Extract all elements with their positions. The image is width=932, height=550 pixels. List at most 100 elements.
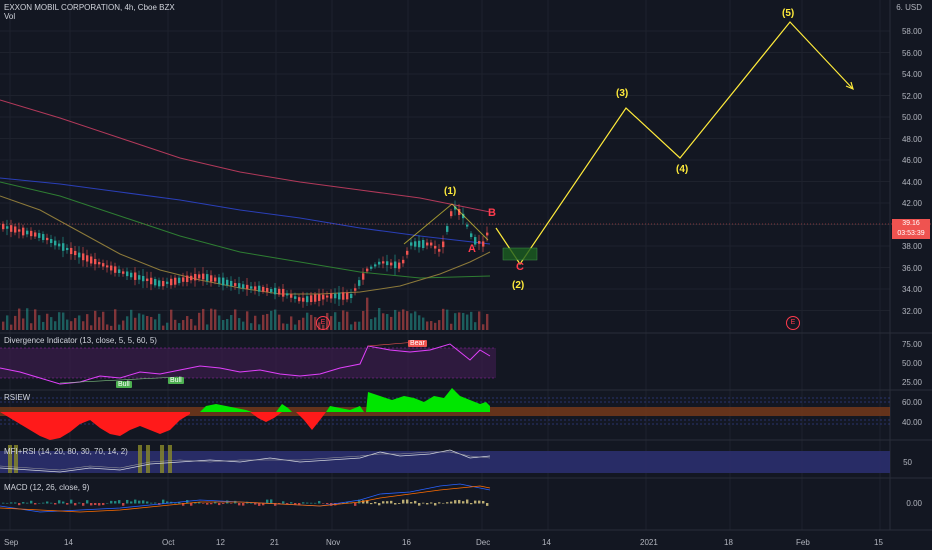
macd-bar bbox=[242, 503, 245, 506]
volume-bar bbox=[466, 314, 469, 330]
candle-body bbox=[390, 262, 393, 266]
macd-bar bbox=[390, 500, 393, 504]
rsiew-green-area bbox=[200, 388, 490, 412]
macd-bar bbox=[410, 502, 413, 504]
macd-bar bbox=[150, 502, 153, 504]
candle-body bbox=[174, 277, 177, 285]
volume-bar bbox=[122, 320, 125, 330]
candle-body bbox=[290, 294, 293, 298]
bull-tag-1: Bull bbox=[116, 381, 132, 388]
earnings-marker-2[interactable]: E bbox=[786, 316, 800, 330]
bull-div-line bbox=[59, 376, 179, 384]
volume-bar bbox=[410, 313, 413, 330]
candle-body bbox=[322, 294, 325, 300]
candle-body bbox=[454, 206, 457, 210]
time-tick: Sep bbox=[4, 538, 19, 547]
time-tick: 12 bbox=[216, 538, 225, 547]
symbol-title[interactable]: EXXON MOBIL CORPORATION, 4h, Cboe BZX bbox=[4, 3, 175, 12]
volume-label[interactable]: Vol bbox=[4, 12, 16, 21]
candle-body bbox=[158, 280, 161, 287]
candle-body bbox=[286, 293, 289, 296]
macd-bar bbox=[18, 503, 21, 506]
macd-bar bbox=[418, 503, 421, 506]
volume-bar bbox=[458, 312, 461, 330]
candle-body bbox=[130, 272, 133, 278]
volume-bar bbox=[82, 321, 85, 330]
volume-bar bbox=[402, 309, 405, 330]
ma-blue-line bbox=[0, 177, 491, 245]
candle-body bbox=[310, 295, 313, 303]
volume-bar bbox=[166, 322, 169, 330]
volume-bar bbox=[474, 322, 477, 330]
macd-bar bbox=[282, 501, 285, 504]
volume-bar bbox=[66, 319, 69, 330]
macd-bar bbox=[442, 502, 445, 504]
macd-bar bbox=[102, 503, 105, 506]
volume-bar bbox=[294, 324, 297, 330]
divergence-title[interactable]: Divergence Indicator (13, close, 5, 5, 6… bbox=[4, 336, 157, 345]
volume-bar bbox=[354, 321, 357, 330]
macd-bar bbox=[42, 502, 45, 504]
macd-bar bbox=[482, 501, 485, 504]
macd-bar bbox=[354, 503, 357, 506]
candle-body bbox=[146, 278, 149, 282]
macd-bar bbox=[474, 500, 477, 504]
candle-body bbox=[262, 286, 265, 292]
candle-body bbox=[458, 209, 461, 215]
candle-body bbox=[194, 274, 197, 281]
macd-bar bbox=[146, 501, 149, 504]
macd-bar bbox=[26, 502, 29, 504]
candle-body bbox=[398, 262, 401, 269]
volume-bar bbox=[330, 316, 333, 330]
macd-bar bbox=[198, 502, 201, 504]
volume-bar bbox=[54, 321, 57, 330]
price-tick: 38.00 bbox=[901, 242, 922, 251]
volume-bar bbox=[386, 314, 389, 330]
volume-bar bbox=[290, 316, 293, 330]
earnings-marker-1[interactable]: E bbox=[316, 316, 330, 330]
macd-bar bbox=[294, 503, 297, 506]
candle-body bbox=[330, 293, 333, 299]
macd-bar bbox=[382, 501, 385, 504]
volume-bar bbox=[202, 308, 205, 330]
candle-body bbox=[378, 261, 381, 265]
macd-bar bbox=[174, 502, 177, 504]
macd-bar bbox=[22, 502, 25, 504]
macd-bar bbox=[138, 500, 141, 504]
macd-title[interactable]: MACD (12, 26, close, 9) bbox=[4, 483, 90, 492]
macd-bar bbox=[362, 500, 365, 504]
time-tick: Feb bbox=[796, 538, 810, 547]
volume-bar bbox=[478, 311, 481, 330]
volume-bar bbox=[346, 311, 349, 330]
candle-body bbox=[238, 283, 241, 288]
candle-body bbox=[74, 250, 77, 256]
rsiew-title[interactable]: RSIEW bbox=[4, 393, 31, 402]
volume-bar bbox=[234, 309, 237, 330]
macd-bar bbox=[134, 499, 137, 504]
macd-bar bbox=[222, 503, 225, 504]
candle-body bbox=[210, 275, 213, 282]
macd-bar bbox=[74, 503, 77, 506]
candle-body bbox=[154, 279, 157, 286]
candle-body bbox=[170, 278, 173, 286]
candle-body bbox=[446, 226, 449, 232]
candle-body bbox=[82, 253, 85, 261]
macd-bar bbox=[454, 500, 457, 504]
volume-bar bbox=[418, 315, 421, 330]
volume-bar bbox=[42, 321, 45, 330]
volume-bar bbox=[310, 314, 313, 330]
candle-body bbox=[34, 232, 37, 237]
mfi-rsi-title[interactable]: MFI+RSI (14, 20, 80, 30, 70, 14, 2) bbox=[4, 447, 128, 456]
macd-bar bbox=[398, 503, 401, 504]
divergence-line bbox=[0, 343, 491, 385]
macd-bar bbox=[206, 503, 209, 505]
candle-body bbox=[90, 256, 93, 264]
candle-body bbox=[150, 277, 153, 285]
volume-bar bbox=[430, 321, 433, 330]
mfi-tick-50: 50 bbox=[903, 458, 912, 467]
macd-bar bbox=[270, 499, 273, 504]
candle-body bbox=[6, 226, 9, 229]
volume-bar bbox=[422, 317, 425, 330]
candle-body bbox=[314, 294, 317, 302]
